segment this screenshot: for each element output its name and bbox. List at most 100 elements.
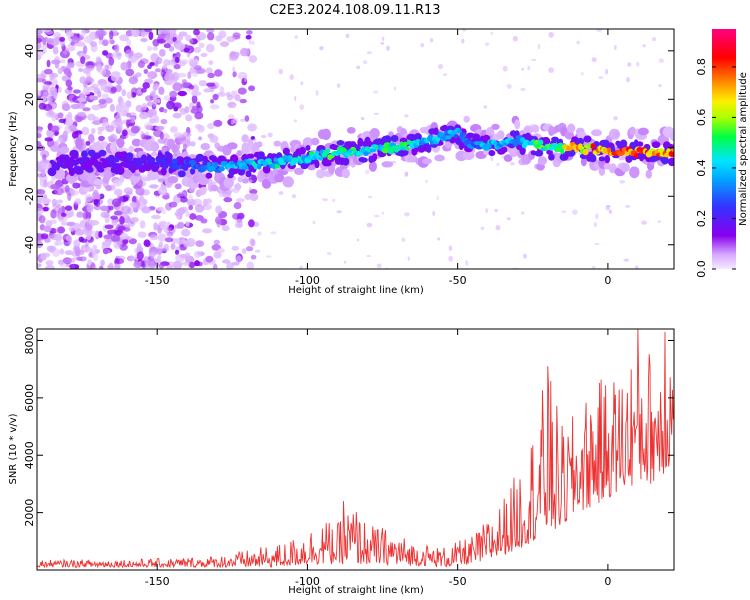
- noise-speckle: [200, 218, 208, 224]
- ridge-mark: [349, 152, 354, 157]
- noise-speckle: [60, 29, 66, 32]
- noise-speckle: [381, 211, 385, 215]
- noise-speckle: [104, 64, 110, 70]
- noise-speckle: [166, 100, 175, 110]
- noise-speckle: [159, 49, 166, 57]
- noise-speckle: [65, 31, 74, 38]
- noise-speckle: [213, 251, 222, 259]
- noise-speckle: [76, 256, 83, 261]
- ridge-mark: [607, 147, 612, 153]
- noise-speckle: [233, 202, 242, 210]
- noise-speckle: [502, 65, 508, 72]
- noise-speckle: [157, 254, 162, 261]
- noise-speckle: [149, 184, 159, 189]
- noise-speckle: [42, 83, 50, 90]
- ridge-mark: [64, 159, 69, 164]
- noise-speckle: [237, 212, 245, 220]
- ridge-mark: [390, 135, 399, 142]
- noise-speckle: [105, 125, 115, 133]
- noise-speckle: [404, 114, 409, 118]
- noise-speckle: [75, 198, 81, 204]
- noise-speckle: [270, 231, 277, 235]
- noise-speckle: [245, 34, 252, 40]
- ridge-mark: [381, 161, 394, 168]
- noise-speckle: [205, 82, 216, 87]
- noise-speckle: [254, 249, 261, 253]
- ridge-mark: [261, 178, 272, 189]
- ridge-mark: [442, 124, 448, 132]
- spectrogram-panel: -150 -100 -50 0 -40 -20 0 20 40 Height of straig…: [8, 28, 675, 296]
- noise-speckle: [151, 214, 161, 220]
- spectrogram-y-axis-label: Frequency (Hz): [8, 111, 19, 187]
- noise-speckle: [126, 119, 131, 128]
- ridge-mark: [97, 167, 105, 173]
- noise-speckle: [247, 193, 256, 200]
- ridge-mark: [457, 129, 462, 134]
- noise-speckle: [101, 93, 109, 100]
- noise-speckle: [51, 233, 58, 241]
- noise-speckle: [37, 73, 46, 80]
- noise-speckle: [172, 82, 183, 92]
- noise-speckle: [367, 196, 373, 199]
- noise-speckle: [86, 203, 94, 213]
- ridge-mark: [109, 161, 118, 169]
- noise-speckle: [148, 109, 153, 118]
- ridge-mark: [273, 140, 282, 147]
- noise-speckle: [149, 234, 159, 241]
- noise-speckle: [605, 68, 609, 75]
- noise-speckle: [67, 192, 72, 202]
- ridge-mark: [514, 119, 521, 130]
- noise-speckle: [57, 234, 63, 240]
- noise-speckle: [57, 226, 66, 234]
- noise-speckle: [164, 228, 169, 234]
- noise-speckle: [520, 211, 525, 215]
- noise-speckle: [217, 92, 226, 97]
- y-tick-label: 6000: [23, 384, 36, 412]
- noise-speckle: [93, 204, 102, 211]
- ridge-mark: [279, 161, 287, 166]
- noise-speckle: [37, 163, 42, 172]
- noise-speckle: [231, 245, 240, 251]
- noise-speckle: [160, 118, 168, 125]
- noise-speckle: [72, 182, 81, 189]
- noise-speckle: [107, 229, 117, 235]
- noise-speckle: [404, 212, 410, 217]
- noise-speckle: [41, 48, 47, 54]
- noise-speckle: [151, 151, 158, 157]
- noise-speckle: [156, 57, 163, 65]
- noise-speckle: [41, 194, 48, 199]
- noise-speckle: [537, 43, 541, 50]
- snr-series-line: [37, 329, 674, 569]
- noise-speckle: [94, 199, 101, 207]
- ridge-mark: [218, 166, 225, 172]
- noise-speckle: [461, 38, 465, 44]
- noise-speckle: [465, 260, 469, 266]
- noise-speckle: [245, 246, 254, 252]
- noise-speckle: [175, 254, 185, 263]
- noise-speckle: [114, 258, 125, 265]
- noise-speckle: [173, 106, 179, 112]
- noise-speckle: [608, 209, 613, 214]
- noise-speckle: [561, 210, 567, 213]
- noise-speckle: [50, 145, 60, 153]
- noise-speckle: [177, 90, 187, 97]
- noise-speckle: [184, 252, 191, 261]
- noise-speckle: [235, 51, 240, 57]
- noise-speckle: [52, 203, 62, 209]
- noise-speckle: [614, 44, 617, 51]
- noise-speckle: [121, 129, 128, 137]
- snr-frame: [36, 328, 675, 571]
- noise-speckle: [219, 86, 225, 93]
- noise-speckle: [192, 72, 198, 77]
- noise-speckle: [376, 263, 382, 269]
- noise-speckle: [37, 232, 43, 242]
- noise-speckle: [74, 246, 81, 254]
- ridge-mark: [214, 162, 219, 168]
- ridge-mark: [290, 161, 297, 166]
- noise-speckle: [185, 211, 191, 217]
- ridge-mark: [580, 156, 587, 167]
- ridge-mark: [658, 148, 665, 154]
- noise-speckle: [520, 88, 526, 91]
- noise-speckle: [485, 207, 488, 214]
- noise-speckle: [642, 44, 646, 48]
